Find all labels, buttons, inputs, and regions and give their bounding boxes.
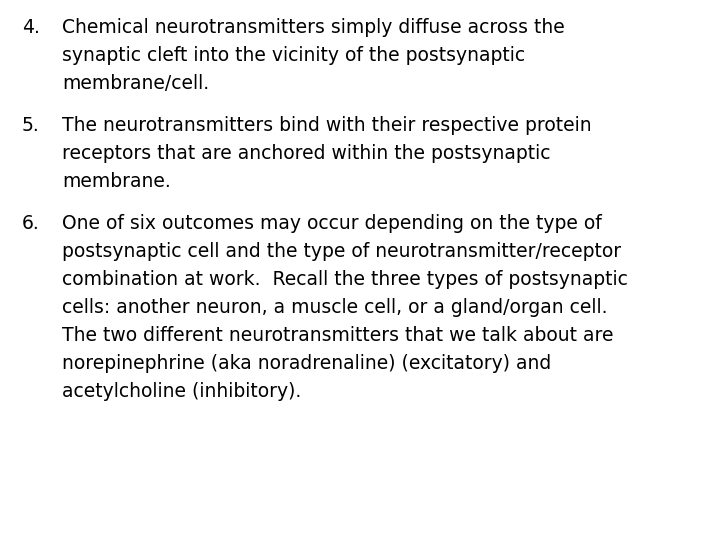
Text: One of six outcomes may occur depending on the type of: One of six outcomes may occur depending …	[62, 214, 602, 233]
Text: 5.: 5.	[22, 116, 40, 135]
Text: norepinephrine (aka noradrenaline) (excitatory) and: norepinephrine (aka noradrenaline) (exci…	[62, 354, 552, 373]
Text: 4.: 4.	[22, 18, 40, 37]
Text: acetylcholine (inhibitory).: acetylcholine (inhibitory).	[62, 382, 301, 401]
Text: receptors that are anchored within the postsynaptic: receptors that are anchored within the p…	[62, 144, 551, 163]
Text: The two different neurotransmitters that we talk about are: The two different neurotransmitters that…	[62, 326, 613, 345]
Text: 6.: 6.	[22, 214, 40, 233]
Text: membrane.: membrane.	[62, 172, 171, 191]
Text: The neurotransmitters bind with their respective protein: The neurotransmitters bind with their re…	[62, 116, 592, 135]
Text: combination at work.  Recall the three types of postsynaptic: combination at work. Recall the three ty…	[62, 270, 628, 289]
Text: synaptic cleft into the vicinity of the postsynaptic: synaptic cleft into the vicinity of the …	[62, 46, 525, 65]
Text: cells: another neuron, a muscle cell, or a gland/organ cell.: cells: another neuron, a muscle cell, or…	[62, 298, 608, 317]
Text: membrane/cell.: membrane/cell.	[62, 74, 209, 93]
Text: postsynaptic cell and the type of neurotransmitter/receptor: postsynaptic cell and the type of neurot…	[62, 242, 621, 261]
Text: Chemical neurotransmitters simply diffuse across the: Chemical neurotransmitters simply diffus…	[62, 18, 564, 37]
